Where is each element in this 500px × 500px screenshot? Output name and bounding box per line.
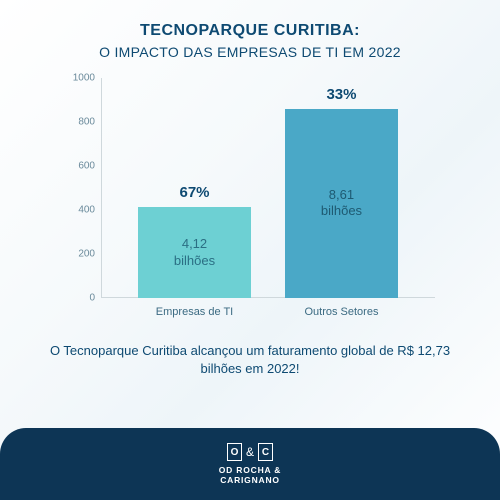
plot-area: 4,12bilhões 67% 8,61bilhões 33%	[101, 78, 435, 298]
firm-name-line1: OD ROCHA &	[219, 465, 281, 475]
bar: 8,61bilhões	[285, 109, 399, 298]
x-label: Empresas de TI	[156, 306, 233, 318]
bar-pct-label: 67%	[180, 184, 210, 201]
bar-pct-label: 33%	[326, 86, 356, 103]
infographic-card: TECNOPARQUE CURITIBA: O IMPACTO DAS EMPR…	[0, 0, 500, 500]
y-tick: 0	[89, 293, 95, 304]
logo-letter-o: O	[227, 443, 242, 461]
title-line1: TECNOPARQUE CURITIBA:	[0, 22, 500, 40]
bar: 4,12bilhões	[138, 207, 252, 298]
bar-value-label: 4,12bilhões	[174, 236, 215, 269]
y-tick: 600	[78, 161, 95, 172]
bar-chart: 02004006008001000 4,12bilhões67%8,61bilh…	[65, 78, 435, 318]
y-tick: 200	[78, 249, 95, 260]
caption-text: O Tecnoparque Curitiba alcançou um fatur…	[34, 342, 466, 378]
bar-value-label: 8,61bilhões	[321, 187, 362, 220]
title-block: TECNOPARQUE CURITIBA: O IMPACTO DAS EMPR…	[0, 0, 500, 60]
y-axis: 02004006008001000	[65, 78, 101, 298]
y-tick: 800	[78, 117, 95, 128]
logo-ampersand: &	[245, 445, 255, 459]
x-axis-labels: Empresas de TI Outros Setores	[101, 298, 435, 318]
firm-logo: O & C OD ROCHA & CARIGNANO	[219, 443, 281, 485]
y-tick: 400	[78, 205, 95, 216]
firm-name: OD ROCHA & CARIGNANO	[219, 465, 281, 485]
y-tick: 1000	[73, 73, 95, 84]
logo-letter-c: C	[258, 443, 273, 461]
title-line2: O IMPACTO DAS EMPRESAS DE TI EM 2022	[0, 44, 500, 60]
logo-mark: O & C	[227, 443, 273, 461]
footer-bar: O & C OD ROCHA & CARIGNANO	[0, 428, 500, 500]
x-label: Outros Setores	[304, 306, 378, 318]
firm-name-line2: CARIGNANO	[219, 475, 281, 485]
